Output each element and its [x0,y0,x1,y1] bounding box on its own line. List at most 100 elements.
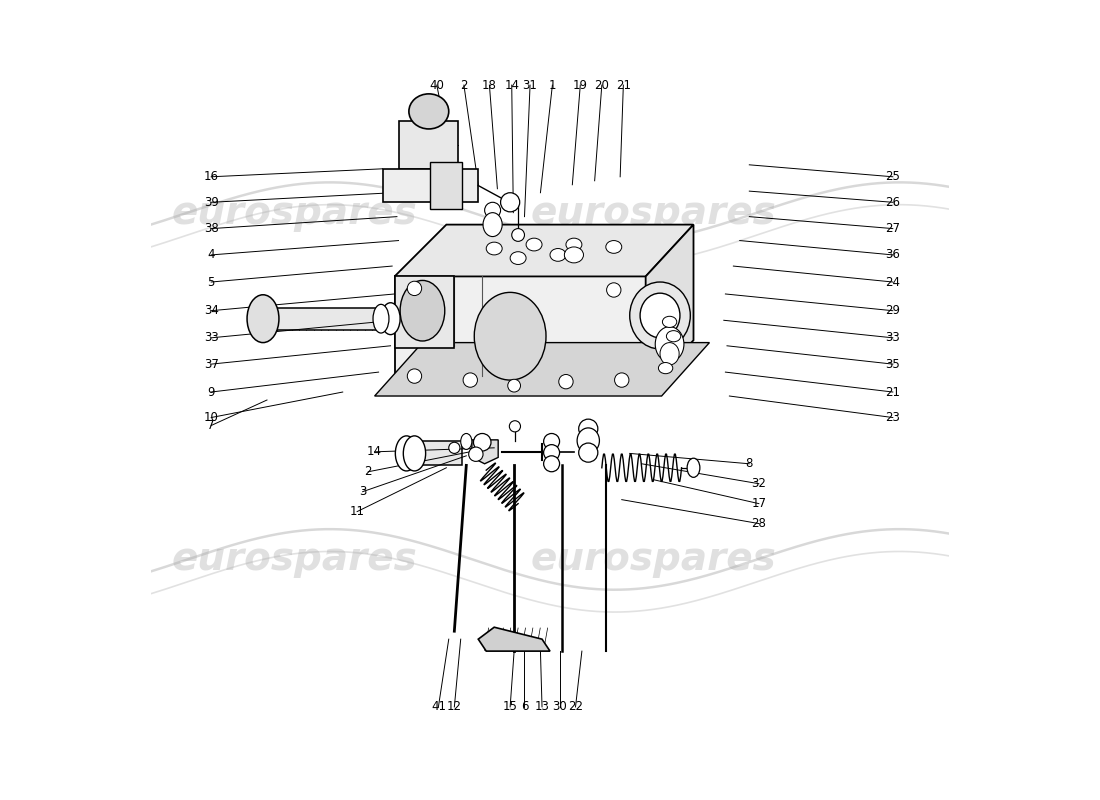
Ellipse shape [500,193,519,212]
Ellipse shape [474,292,546,380]
Text: 28: 28 [751,517,767,530]
Text: 16: 16 [204,170,219,183]
Text: 38: 38 [204,222,219,235]
Ellipse shape [565,238,582,251]
Ellipse shape [407,369,421,383]
Ellipse shape [564,247,583,263]
Ellipse shape [688,458,700,478]
Bar [275,307,390,330]
Ellipse shape [486,242,503,255]
Ellipse shape [579,419,597,438]
Ellipse shape [461,434,472,450]
Polygon shape [375,342,710,396]
Ellipse shape [508,379,520,392]
Text: 34: 34 [204,304,219,318]
Ellipse shape [409,94,449,129]
Ellipse shape [395,436,418,471]
Ellipse shape [543,434,560,450]
Text: 29: 29 [886,304,900,318]
Ellipse shape [543,456,560,472]
Text: 33: 33 [886,331,900,344]
Text: 21: 21 [886,386,900,398]
Ellipse shape [463,373,477,387]
Text: 4: 4 [208,249,214,262]
Text: 31: 31 [522,78,538,91]
Ellipse shape [667,330,681,342]
Text: eurospares: eurospares [172,194,418,232]
Text: 39: 39 [204,196,219,209]
Text: 2: 2 [460,78,467,91]
Polygon shape [646,225,693,392]
Polygon shape [395,277,454,348]
Text: 23: 23 [886,411,900,424]
Text: 12: 12 [447,701,462,714]
Ellipse shape [615,373,629,387]
Text: 30: 30 [552,701,567,714]
Ellipse shape [606,283,621,297]
Text: 40: 40 [429,78,444,91]
Text: eurospares: eurospares [531,541,777,578]
Ellipse shape [473,434,491,451]
Text: 20: 20 [594,78,609,91]
Ellipse shape [578,428,600,454]
Ellipse shape [606,241,621,254]
Ellipse shape [526,238,542,251]
Ellipse shape [248,294,279,342]
Text: 5: 5 [208,275,214,289]
Ellipse shape [559,374,573,389]
Text: 27: 27 [886,222,900,235]
Text: 10: 10 [204,411,219,424]
Bar [403,442,462,466]
Text: eurospares: eurospares [172,541,418,578]
Bar [430,162,462,209]
Ellipse shape [509,421,520,432]
Text: 25: 25 [886,170,900,183]
Text: 7: 7 [208,419,214,432]
Ellipse shape [629,282,691,349]
Text: 33: 33 [204,331,219,344]
Text: 11: 11 [350,505,364,518]
Bar [383,169,478,202]
Text: 32: 32 [751,478,767,490]
Ellipse shape [469,447,483,462]
Text: 14: 14 [504,78,519,91]
Text: 17: 17 [751,497,767,510]
Polygon shape [478,627,550,651]
Text: 41: 41 [431,701,446,714]
Text: 19: 19 [573,78,587,91]
Text: 14: 14 [367,446,382,458]
Text: 6: 6 [520,701,528,714]
Text: 22: 22 [568,701,583,714]
Ellipse shape [656,326,684,362]
Text: 13: 13 [535,701,550,714]
Text: 26: 26 [886,196,900,209]
Text: 24: 24 [886,275,900,289]
Polygon shape [472,440,498,464]
Ellipse shape [662,316,676,327]
Ellipse shape [543,445,560,461]
Text: 37: 37 [204,358,219,370]
Bar [398,121,459,169]
Text: 9: 9 [208,386,214,398]
Text: 21: 21 [616,78,630,91]
Text: 35: 35 [886,358,900,370]
Text: 8: 8 [746,458,754,470]
Polygon shape [395,277,646,392]
Text: eurospares: eurospares [531,194,777,232]
Ellipse shape [640,293,680,338]
Ellipse shape [400,281,444,341]
Ellipse shape [510,252,526,265]
Ellipse shape [512,229,525,242]
Text: 1: 1 [549,78,557,91]
Ellipse shape [407,282,421,295]
Ellipse shape [381,302,400,334]
Text: 18: 18 [482,78,497,91]
Ellipse shape [660,342,679,365]
Ellipse shape [579,443,597,462]
Text: 36: 36 [886,249,900,262]
Polygon shape [395,225,693,277]
Ellipse shape [485,202,501,218]
Text: 3: 3 [359,485,366,498]
Ellipse shape [449,442,460,454]
Text: 15: 15 [503,701,518,714]
